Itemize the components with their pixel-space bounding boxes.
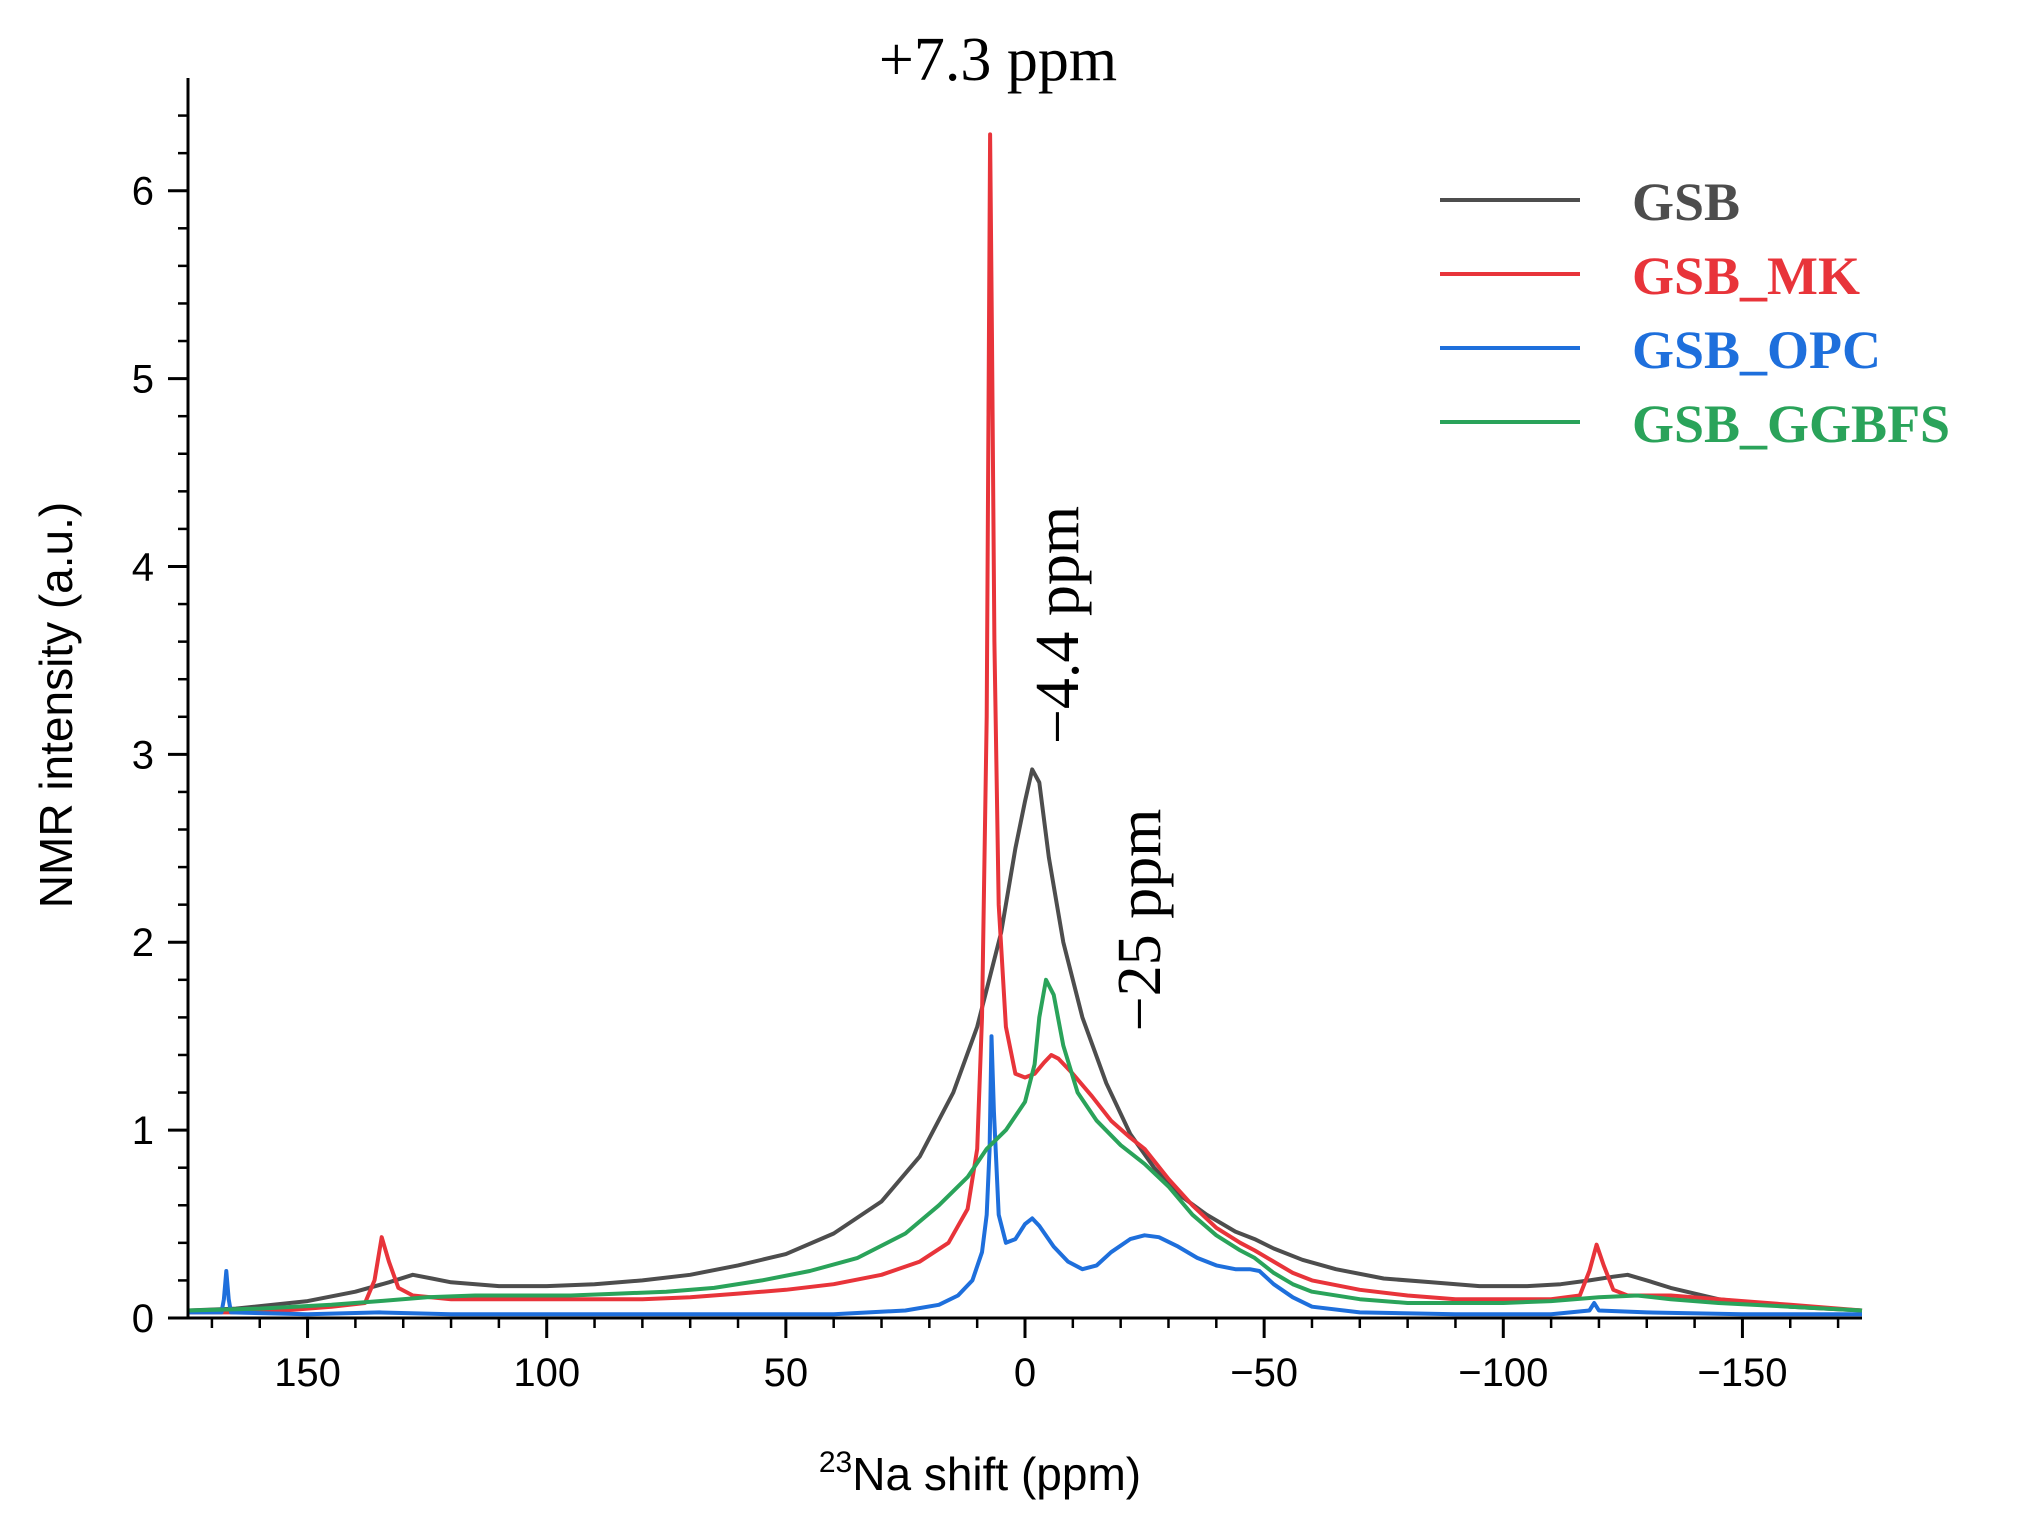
x-tick-label: 100 [513, 1351, 580, 1395]
x-tick-label: 50 [764, 1351, 809, 1395]
annotation-peak-7-3: +7.3 ppm [879, 26, 1117, 94]
legend-label: GSB_GGBFS [1632, 394, 1950, 454]
x-tick-label: 0 [1014, 1351, 1036, 1395]
x-axis-label: 23Na shift (ppm) [819, 1446, 1141, 1500]
legend-label: GSB_MK [1632, 246, 1860, 306]
legend-label: GSB_OPC [1632, 320, 1881, 380]
annotation-peak-minus-25: −25 ppm [1106, 809, 1174, 1032]
y-tick-label: 1 [132, 1109, 154, 1153]
y-axis-label: NMR intensity (a.u.) [30, 502, 82, 908]
x-tick-label: −100 [1458, 1351, 1548, 1395]
y-tick-label: 3 [132, 733, 154, 777]
y-tick-label: 6 [132, 170, 154, 214]
series-line-gsb-mk [188, 132, 1863, 1315]
annotation-peak-minus-4-4: −4.4 ppm [1024, 506, 1092, 744]
x-axis-label-superscript: 23 [819, 1446, 852, 1479]
legend: GSB GSB_MK GSB_OPC GSB_GGBFS [1440, 172, 1950, 454]
axes-layer: 150 100 50 0 −50 −100 −150 0 1 2 3 4 5 6 [132, 78, 1862, 1395]
y-tick-label: 2 [132, 921, 154, 965]
series-line-gsb-opc [188, 1034, 1862, 1317]
y-tick-label: 4 [132, 545, 154, 589]
series-line-gsb [187, 767, 1863, 1313]
x-tick-label: −50 [1230, 1351, 1298, 1395]
annotation-layer: +7.3 ppm −4.4 ppm−25 ppm [879, 26, 1174, 1031]
x-tick-label: 150 [274, 1351, 341, 1395]
series-layer [187, 132, 1863, 1317]
y-tick-label: 5 [132, 358, 154, 402]
y-tick-label: 0 [132, 1297, 154, 1341]
x-tick-label: −150 [1697, 1351, 1787, 1395]
x-axis-label-main: Na shift (ppm) [852, 1448, 1141, 1500]
legend-label: GSB [1632, 172, 1740, 232]
series-line-gsb-ggbfs [187, 977, 1863, 1313]
